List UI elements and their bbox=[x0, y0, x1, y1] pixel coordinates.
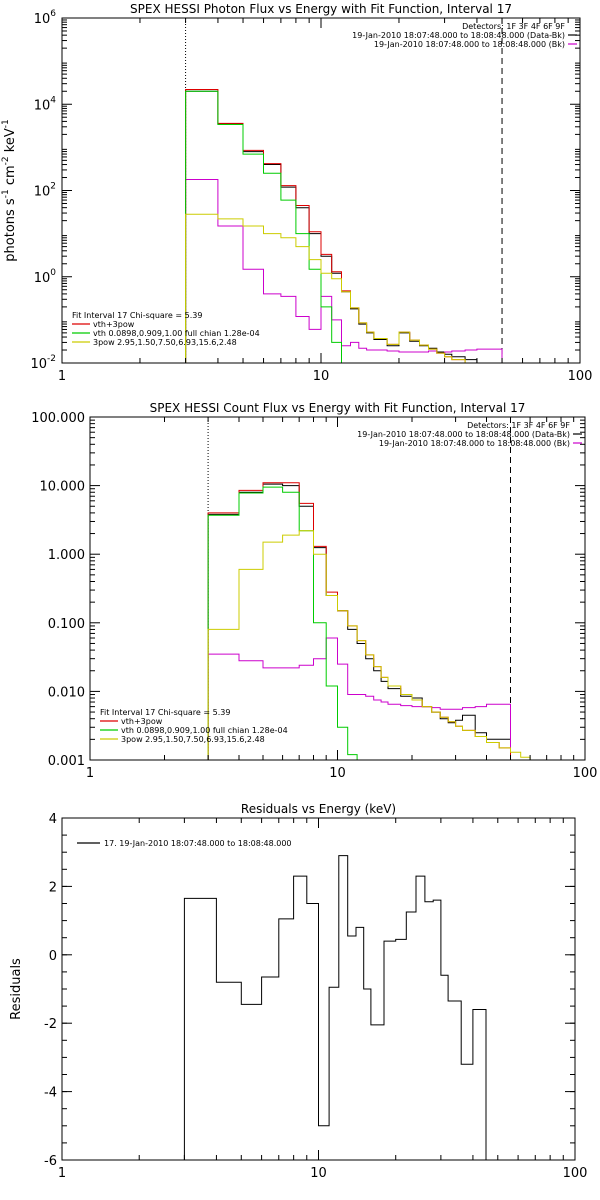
y-tick-label: 1.000 bbox=[48, 548, 85, 563]
x-tick-label: 10 bbox=[313, 369, 330, 384]
fit-title: Fit Interval 17 Chi-square = 5.39 bbox=[72, 311, 202, 320]
y-tick-label: 104 bbox=[34, 95, 57, 113]
panel-2: SPEX HESSI Count Flux vs Energy with Fit… bbox=[31, 401, 597, 781]
chart-title: SPEX HESSI Count Flux vs Energy with Fit… bbox=[150, 401, 526, 415]
y-tick-label: 100 bbox=[34, 268, 57, 286]
series-vth bbox=[185, 90, 351, 363]
plot-area bbox=[183, 855, 487, 1160]
series-vth bbox=[207, 486, 367, 760]
y-axis-label: photons s-1 cm-2 keV-1 bbox=[1, 119, 18, 261]
legend-label: 17. 19-Jan-2010 18:07:48.000 to 18:08:48… bbox=[104, 839, 292, 848]
plot-area bbox=[185, 18, 503, 363]
y-tick-label: 102 bbox=[34, 182, 56, 200]
series-bk bbox=[185, 179, 503, 363]
chart-title: SPEX HESSI Photon Flux vs Energy with Fi… bbox=[130, 2, 512, 16]
legend-label: vth 0.0898,0.909,1.00 full chian 1.28e-0… bbox=[121, 726, 288, 735]
y-tick-label: 0.100 bbox=[48, 617, 85, 632]
header-line: 19-Jan-2010 18:07:48.000 to 18:08:48.000… bbox=[379, 439, 570, 448]
y-tick-label: 2 bbox=[49, 880, 57, 895]
y-tick-label: 10-2 bbox=[30, 354, 56, 372]
y-tick-label: -4 bbox=[44, 1086, 57, 1101]
x-tick-label: 100 bbox=[573, 766, 598, 781]
series-vth-3pow bbox=[207, 482, 511, 760]
panel-1: SPEX HESSI Photon Flux vs Energy with Fi… bbox=[1, 2, 592, 384]
header-line: 19-Jan-2010 18:07:48.000 to 18:08:48.000… bbox=[374, 40, 565, 49]
y-tick-label: 0 bbox=[49, 949, 57, 964]
y-tick-label: 0.010 bbox=[48, 685, 85, 700]
header-line: Detectors: 1F 3F 4F 6F 9F bbox=[467, 421, 570, 430]
fit-title: Fit Interval 17 Chi-square = 5.39 bbox=[100, 708, 230, 717]
y-axis-label: Residuals bbox=[9, 958, 24, 1020]
series-bk bbox=[207, 637, 511, 760]
legend-label: vth+3pow bbox=[93, 320, 135, 329]
legend-label: vth+3pow bbox=[121, 717, 163, 726]
y-tick-label: 100.000 bbox=[31, 411, 85, 426]
x-tick-label: 10 bbox=[329, 766, 346, 781]
chart-title: Residuals vs Energy (keV) bbox=[241, 802, 396, 816]
header-line: 19-Jan-2010 18:07:48.000 to 18:08:48.000… bbox=[352, 31, 565, 40]
legend-label: 3pow 2.95,1.50,7.50,6.93,15.6,2.48 bbox=[121, 735, 265, 744]
panel-3: Residuals vs Energy (keV) 1 10 100 -6 -4 -2 0 2 4… bbox=[9, 802, 587, 1181]
legend-label: 3pow 2.95,1.50,7.50,6.93,15.6,2.48 bbox=[93, 338, 237, 347]
x-tick-label: 100 bbox=[563, 1166, 588, 1181]
x-tick-label: 1 bbox=[58, 369, 66, 384]
y-tick-label: -2 bbox=[44, 1017, 57, 1032]
legend-label: vth 0.0898,0.909,1.00 full chian 1.28e-0… bbox=[93, 329, 260, 338]
header-line: 19-Jan-2010 18:07:48.000 to 18:08:48.000… bbox=[357, 430, 570, 439]
y-tick-label: 0.001 bbox=[48, 754, 85, 769]
x-tick-label: 1 bbox=[86, 766, 94, 781]
header-line: Detectors: 1F 3F 4F 6F 9F bbox=[462, 22, 565, 31]
plot-area bbox=[207, 417, 555, 760]
y-tick-label: -6 bbox=[44, 1154, 57, 1169]
y-tick-label: 106 bbox=[34, 9, 57, 27]
series-data-bk bbox=[207, 483, 511, 760]
y-tick-label: 4 bbox=[49, 812, 57, 827]
x-tick-label: 100 bbox=[568, 369, 593, 384]
series-3pow bbox=[207, 530, 555, 760]
series-residuals bbox=[183, 855, 487, 1160]
x-tick-label: 1 bbox=[58, 1166, 66, 1181]
x-tick-label: 10 bbox=[310, 1166, 327, 1181]
series-3pow bbox=[185, 213, 503, 363]
y-tick-label: 10.000 bbox=[40, 480, 86, 495]
